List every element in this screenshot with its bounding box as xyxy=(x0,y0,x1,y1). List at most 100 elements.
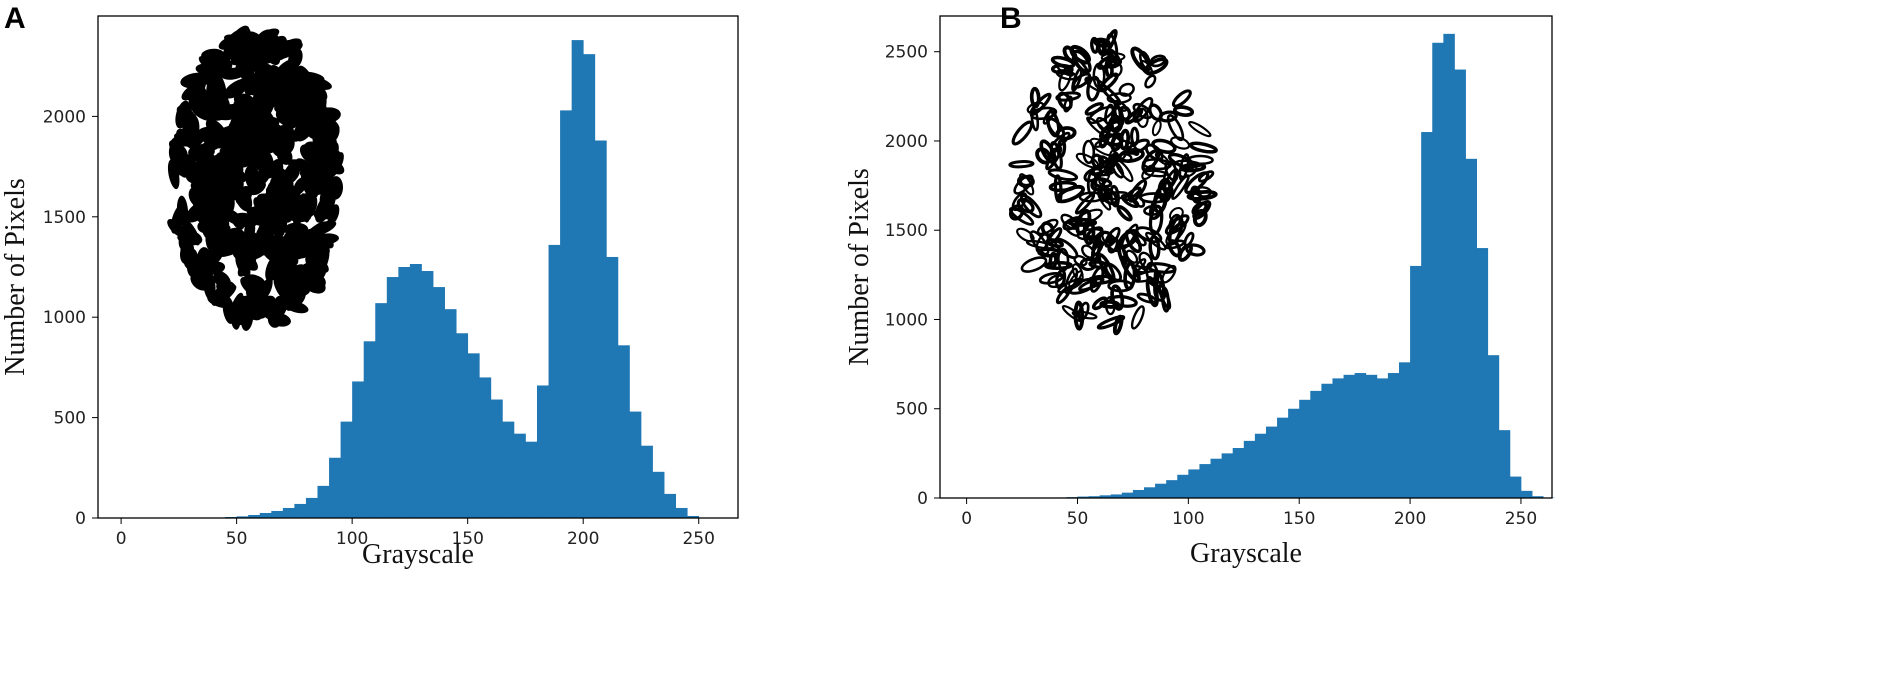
histogram-bar xyxy=(363,341,376,518)
chromosome-blob xyxy=(1047,274,1066,289)
chromosome-blob xyxy=(1166,114,1185,142)
chromosome-blob xyxy=(272,295,284,314)
chromosome-blob xyxy=(1188,121,1212,138)
histogram-bar xyxy=(433,287,445,518)
x-tick-label: 0 xyxy=(116,529,127,549)
histogram-bar xyxy=(1077,496,1089,498)
chromosome-blob xyxy=(1161,178,1174,198)
chromosome-blob xyxy=(246,122,269,145)
histogram-bar xyxy=(248,514,261,518)
x-tick-label: 150 xyxy=(1283,509,1315,529)
chromosome-blob xyxy=(1109,184,1120,208)
x-tick-label: 50 xyxy=(226,529,248,549)
histogram-bar xyxy=(1265,426,1278,498)
histogram-bar xyxy=(617,345,630,518)
chromosome-blob xyxy=(1177,243,1193,262)
chromosome-blob xyxy=(1029,230,1050,256)
chromosome-blob xyxy=(1071,263,1084,282)
histogram-bar xyxy=(502,421,515,518)
chromosome-blob xyxy=(1130,305,1145,330)
chromosome-blob xyxy=(1117,242,1128,266)
chromosome-blob xyxy=(1079,257,1097,272)
chromosome-blob xyxy=(302,263,322,287)
chromosome-blob xyxy=(170,157,186,176)
histogram-bar xyxy=(687,515,700,518)
chromosome-blob xyxy=(1071,55,1090,75)
chromosome-blob xyxy=(1141,158,1172,171)
x-axis-label: Grayscale xyxy=(1190,538,1302,569)
chromosome-blob xyxy=(235,243,250,272)
chromosome-blob xyxy=(1008,206,1035,226)
chromosome-blob xyxy=(317,191,336,221)
histogram-bar xyxy=(479,377,492,518)
chromosome-blob xyxy=(1141,149,1161,172)
y-tick-label: 500 xyxy=(896,400,928,420)
chromosome-blob xyxy=(1164,214,1190,236)
x-tick-label: 150 xyxy=(451,529,483,549)
histogram-bar xyxy=(1243,440,1256,498)
chromosome-blob xyxy=(1062,216,1084,231)
chromosome-blob xyxy=(1184,171,1210,195)
histogram-bar xyxy=(409,263,422,518)
histogram-bar xyxy=(652,471,665,518)
chromosome-blob xyxy=(1104,59,1114,79)
chromosome-blob xyxy=(1083,167,1103,183)
panel-label-a: A xyxy=(4,2,26,35)
histogram-bar xyxy=(548,244,561,518)
bars-b xyxy=(1055,33,1555,499)
histogram-bar xyxy=(594,140,607,518)
chromosome-blob xyxy=(226,227,246,244)
chromosome-blob xyxy=(287,159,308,172)
chromosome-blob xyxy=(1116,205,1133,222)
chromosome-blob xyxy=(1029,86,1041,109)
chromosome-blob xyxy=(259,37,281,66)
chromosome-blob xyxy=(1188,141,1218,154)
chromosome-blob xyxy=(306,221,328,243)
chromosome-blob xyxy=(170,203,185,234)
chromosome-blob xyxy=(1151,119,1162,137)
chromosome-blob xyxy=(1144,143,1164,162)
y-tick-label: 2500 xyxy=(885,43,928,63)
chromosome-blob xyxy=(1112,314,1124,336)
x-tick-label: 250 xyxy=(682,529,714,549)
histogram-bar xyxy=(490,399,503,518)
chromosome-blob xyxy=(1097,155,1113,171)
x-tick-label: 100 xyxy=(1172,509,1204,529)
chromosome-blob xyxy=(1192,200,1212,220)
chromosome-blob xyxy=(1117,148,1145,163)
chromosome-blob xyxy=(1172,105,1195,118)
chromosome-blob xyxy=(1019,194,1043,219)
histogram-bar xyxy=(629,411,642,518)
chromosome-blob xyxy=(274,100,297,115)
y-tick-label: 1000 xyxy=(885,310,928,330)
y-tick-label: 1500 xyxy=(43,208,86,228)
chromosome-blob xyxy=(1168,213,1182,232)
histogram-bar xyxy=(1421,132,1433,499)
chromosome-blob xyxy=(269,79,282,100)
histogram-bar xyxy=(1487,355,1500,498)
histogram-bar xyxy=(1321,383,1333,498)
plot-frame xyxy=(939,15,1553,499)
histogram-bar xyxy=(1299,399,1311,498)
histogram-bar xyxy=(1465,158,1478,498)
histogram-bar xyxy=(640,445,653,518)
chromosome-blob xyxy=(1139,60,1154,76)
histogram-bar xyxy=(398,267,411,518)
chromosome-blob xyxy=(1096,315,1126,330)
chromosome-blob xyxy=(265,132,290,144)
chromosome-blob xyxy=(224,34,253,51)
chromosome-blob xyxy=(1089,137,1116,157)
histogram-bar xyxy=(467,353,480,518)
chromosome-blob xyxy=(1099,299,1121,309)
chromosome-blob xyxy=(257,212,278,240)
chromosome-blob xyxy=(233,99,254,122)
plot-frame xyxy=(97,15,739,519)
histogram-bar xyxy=(1376,378,1389,498)
chromosome-blob xyxy=(1106,33,1119,59)
chromosome-blob xyxy=(274,166,294,187)
chromosome-blob xyxy=(1186,190,1218,201)
chromosome-blob xyxy=(254,295,276,314)
histogram-bar xyxy=(340,421,353,518)
histogram-bar xyxy=(1443,33,1455,498)
histogram-bar xyxy=(236,516,249,518)
